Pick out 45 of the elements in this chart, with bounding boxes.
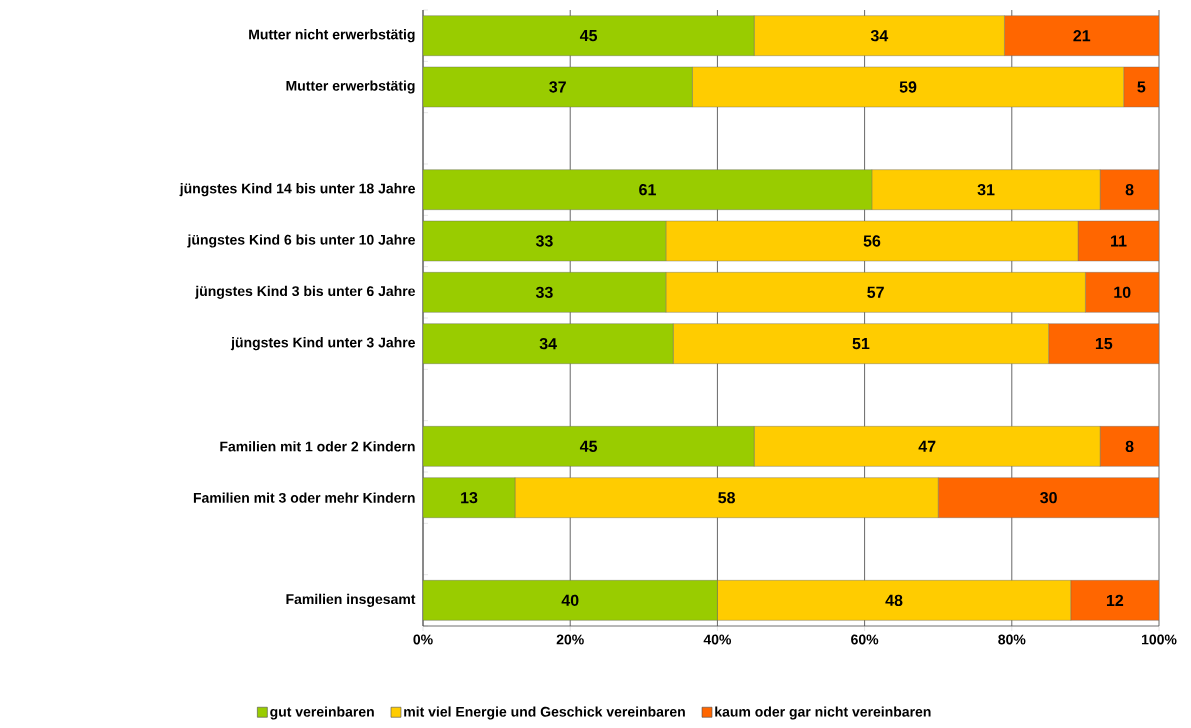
legend-label: gut vereinbaren [270, 706, 374, 720]
legend-label: mit viel Energie und Geschick vereinbaren [404, 706, 685, 720]
x-tick-label: 60% [851, 634, 879, 645]
data-label: 11 [1111, 235, 1127, 247]
y-tick-label: Mutter nicht erwerbstätig [249, 29, 415, 43]
data-label: 13 [461, 491, 478, 504]
legend-label: kaum oder gar nicht vereinbaren [715, 706, 931, 720]
data-label: 34 [539, 337, 557, 350]
data-label: 33 [535, 235, 553, 247]
data-label: 15 [1095, 338, 1113, 350]
data-label: 21 [1073, 30, 1091, 42]
y-tick-label: Familien mit 3 oder mehr Kindern [193, 492, 415, 503]
y-tick-label: jüngstes Kind 14 bis unter 18 Jahre [179, 183, 415, 197]
data-label: 34 [870, 29, 889, 42]
x-tick-label: 40% [703, 634, 732, 645]
x-tick-label: 20% [556, 634, 584, 645]
y-tick-label: Familien mit 1 oder 2 Kindern [220, 441, 415, 452]
y-tick-label: jüngstes Kind 3 bis unter 6 Jahre [195, 285, 415, 299]
data-label: 45 [579, 30, 598, 42]
x-tick-label: 100% [1141, 634, 1177, 645]
data-label: 10 [1114, 286, 1131, 298]
data-label: 40 [561, 594, 579, 606]
data-label: 8 [1125, 440, 1134, 452]
y-tick-label: Familien insgesamt [286, 593, 416, 607]
data-label: 47 [918, 440, 936, 452]
data-label: 30 [1040, 491, 1057, 504]
data-label: 48 [885, 594, 903, 606]
data-label: 51 [852, 338, 870, 350]
data-label: 33 [535, 286, 553, 298]
data-label: 61 [639, 184, 656, 196]
y-tick-label: jüngstes Kind unter 3 Jahre [230, 337, 415, 351]
data-label: 37 [549, 81, 566, 93]
x-tick-label: 80% [998, 634, 1026, 645]
data-label: 57 [867, 286, 884, 298]
data-label: 58 [718, 492, 736, 504]
data-label: 45 [579, 440, 598, 452]
data-label: 12 [1106, 594, 1124, 606]
data-label: 59 [899, 81, 917, 93]
x-tick-label: 0% [413, 634, 433, 645]
data-label: 5 [1137, 81, 1146, 93]
y-tick-label: Mutter erwerbstätig [286, 80, 415, 94]
data-label: 56 [863, 235, 881, 247]
data-label: 8 [1125, 184, 1134, 196]
data-label: 31 [977, 183, 995, 196]
y-tick-label: jüngstes Kind 6 bis unter 10 Jahre [187, 234, 415, 248]
